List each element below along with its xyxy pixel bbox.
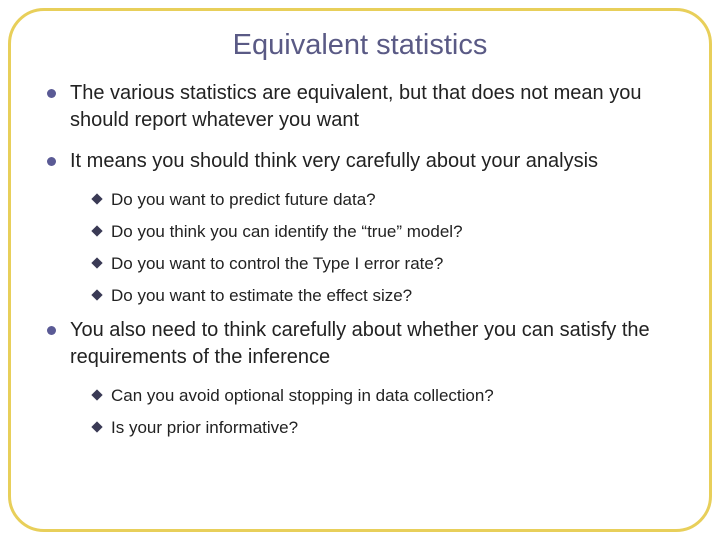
bullet-dot-icon	[47, 326, 56, 335]
sub-item: Is your prior informative?	[93, 417, 673, 439]
bullet-dot-icon	[47, 89, 56, 98]
sub-text: Do you want to estimate the effect size?	[111, 285, 412, 307]
diamond-icon	[91, 390, 102, 401]
sub-item: Do you want to predict future data?	[93, 189, 673, 211]
sub-text: Do you want to predict future data?	[111, 189, 376, 211]
diamond-icon	[91, 225, 102, 236]
sub-item: Do you want to control the Type I error …	[93, 253, 673, 275]
bullet-text: It means you should think very carefully…	[70, 148, 598, 175]
sub-item: Do you want to estimate the effect size?	[93, 285, 673, 307]
bullet-list: The various statistics are equivalent, b…	[47, 80, 673, 440]
diamond-icon	[91, 258, 102, 269]
diamond-icon	[91, 193, 102, 204]
sub-text: Is your prior informative?	[111, 417, 298, 439]
bullet-dot-icon	[47, 157, 56, 166]
bullet-text: You also need to think carefully about w…	[70, 317, 673, 371]
sub-text: Do you want to control the Type I error …	[111, 253, 443, 275]
sub-item: Do you think you can identify the “true”…	[93, 221, 673, 243]
sub-list: Do you want to predict future data? Do y…	[93, 189, 673, 307]
bullet-text: The various statistics are equivalent, b…	[70, 80, 673, 134]
slide-title: Equivalent statistics	[47, 29, 673, 62]
diamond-icon	[91, 422, 102, 433]
sub-text: Do you think you can identify the “true”…	[111, 221, 463, 243]
bullet-item: The various statistics are equivalent, b…	[47, 80, 673, 134]
sub-list: Can you avoid optional stopping in data …	[93, 385, 673, 439]
bullet-item: You also need to think carefully about w…	[47, 317, 673, 371]
slide-frame: Equivalent statistics The various statis…	[8, 8, 712, 532]
sub-text: Can you avoid optional stopping in data …	[111, 385, 494, 407]
diamond-icon	[91, 290, 102, 301]
bullet-item: It means you should think very carefully…	[47, 148, 673, 175]
sub-item: Can you avoid optional stopping in data …	[93, 385, 673, 407]
